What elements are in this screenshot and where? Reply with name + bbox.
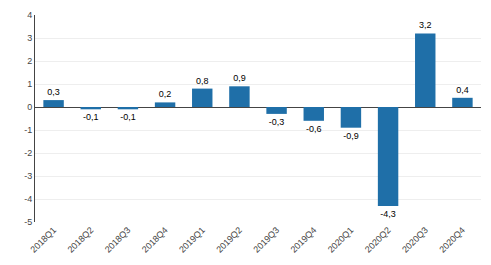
svg-text:2019Q4: 2019Q4 (289, 225, 319, 255)
svg-text:2018Q1: 2018Q1 (28, 225, 58, 255)
svg-text:2020Q1: 2020Q1 (326, 225, 356, 255)
svg-text:2020Q3: 2020Q3 (400, 225, 430, 255)
svg-text:0,9: 0,9 (233, 73, 246, 83)
svg-text:3,2: 3,2 (419, 20, 432, 30)
svg-text:-0,6: -0,6 (306, 124, 322, 134)
svg-text:2019Q3: 2019Q3 (251, 225, 281, 255)
svg-text:2: 2 (27, 56, 32, 66)
svg-text:2018Q3: 2018Q3 (103, 225, 133, 255)
svg-text:-1: -1 (24, 125, 32, 135)
svg-text:2019Q2: 2019Q2 (214, 225, 244, 255)
svg-text:-0,3: -0,3 (269, 117, 285, 127)
svg-text:3: 3 (27, 33, 32, 43)
svg-text:2019Q1: 2019Q1 (177, 225, 207, 255)
svg-text:-0,1: -0,1 (120, 112, 136, 122)
svg-text:0,2: 0,2 (159, 89, 172, 99)
svg-text:0,8: 0,8 (196, 76, 209, 86)
svg-text:4: 4 (27, 10, 32, 20)
svg-text:-0,1: -0,1 (83, 112, 99, 122)
svg-text:-5: -5 (24, 217, 32, 227)
svg-text:2018Q4: 2018Q4 (140, 225, 170, 255)
svg-text:0,4: 0,4 (456, 85, 469, 95)
svg-text:-4: -4 (24, 194, 32, 204)
svg-text:2020Q2: 2020Q2 (363, 225, 393, 255)
svg-text:-4,3: -4,3 (380, 209, 396, 219)
svg-text:1: 1 (27, 79, 32, 89)
svg-text:-0,9: -0,9 (343, 131, 359, 141)
svg-text:2018Q2: 2018Q2 (66, 225, 96, 255)
svg-text:0: 0 (27, 102, 32, 112)
svg-text:-2: -2 (24, 148, 32, 158)
svg-text:-3: -3 (24, 171, 32, 181)
svg-text:2020Q4: 2020Q4 (437, 225, 467, 255)
svg-text:0,3: 0,3 (47, 87, 60, 97)
